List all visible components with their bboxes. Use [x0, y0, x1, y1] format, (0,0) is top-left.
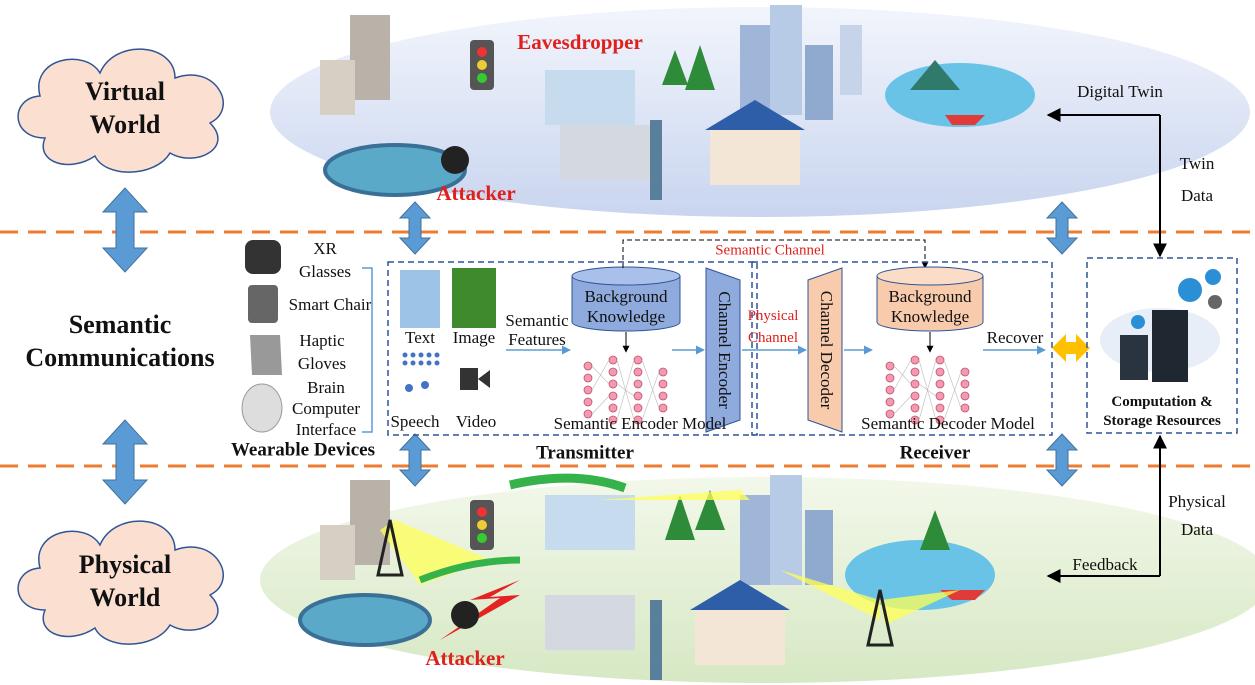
encoder-block — [705, 267, 741, 433]
svg-text:Smart Chair: Smart Chair — [289, 295, 372, 314]
semantic-channel — [622, 239, 929, 269]
threat-label: Attacker — [436, 181, 515, 205]
knowledge-label: Background Knowledge — [888, 287, 972, 326]
link-label: Feedback — [1072, 555, 1138, 574]
section-label: Semantic Communications — [25, 310, 214, 372]
resources-box — [1086, 257, 1238, 434]
block-label: Channel Decoder — [817, 291, 836, 410]
knowledge-base — [571, 266, 681, 332]
city-virtual — [320, 5, 1035, 200]
threat-label: Eavesdropper — [517, 30, 643, 54]
server-icon — [1100, 269, 1222, 382]
double-arrow — [102, 187, 148, 273]
world-label: Virtual World — [85, 77, 165, 139]
group-title: Transmitter — [536, 442, 634, 463]
svg-text:Speech: Speech — [390, 412, 440, 431]
svg-text:Video: Video — [456, 412, 497, 431]
double-arrow — [399, 433, 431, 487]
transmitter-box — [387, 261, 758, 436]
group-title: Wearable Devices — [231, 439, 375, 460]
double-arrow — [1046, 201, 1078, 255]
knowledge-label: Background Knowledge — [584, 287, 668, 326]
double-arrow — [1052, 334, 1090, 362]
channel-label: Semantic Channel — [715, 242, 825, 258]
modality-labels: Text Image Speech Video — [390, 328, 496, 431]
modality-icons — [400, 268, 496, 392]
arrow-label: Semantic Features — [505, 311, 569, 349]
double-arrow — [399, 201, 431, 255]
knowledge-base — [876, 266, 984, 332]
svg-text:Text: Text — [405, 328, 435, 347]
city-physical — [298, 473, 995, 680]
resources-label: Computation & Storage Resources — [1103, 394, 1221, 429]
block-label: Channel Encoder — [715, 291, 734, 409]
decoder-block — [807, 267, 843, 433]
double-arrow — [102, 419, 148, 505]
group-title: Receiver — [900, 442, 971, 463]
link-label: Physical Data — [1168, 492, 1226, 539]
device-icons — [241, 240, 283, 433]
threat-label: Attacker — [425, 646, 504, 670]
model-label: Semantic Encoder Model — [554, 414, 727, 433]
receiver-box — [751, 261, 1053, 436]
link-label: Digital Twin — [1077, 82, 1163, 101]
arrow-label: Recover — [987, 328, 1044, 347]
model-label: Semantic Decoder Model — [861, 414, 1035, 433]
world-label: Physical World — [79, 550, 171, 612]
device-labels: XR Glasses Smart Chair Haptic Gloves Brain… — [289, 239, 372, 439]
double-arrow — [1046, 433, 1078, 487]
link-label: Twin Data — [1180, 154, 1215, 205]
channel-label: Physical Channel — [748, 308, 799, 346]
svg-text:Image: Image — [453, 328, 495, 347]
bracket — [362, 267, 373, 433]
